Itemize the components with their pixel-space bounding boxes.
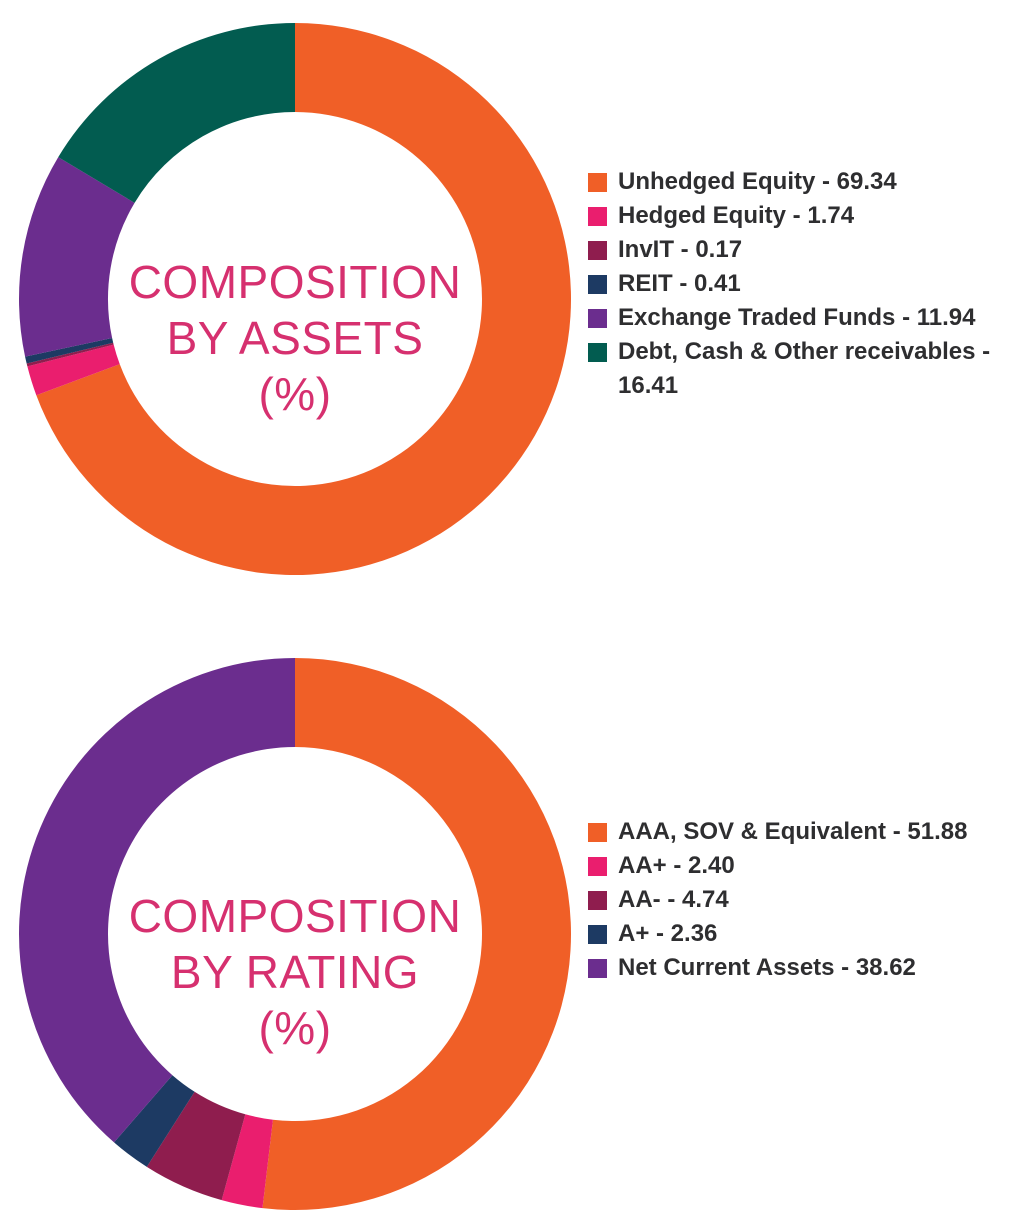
- rating-title-line-2: BY RATING: [170, 946, 420, 998]
- legend-item-a: A+ - 2.36: [588, 917, 1013, 951]
- assets-title-line-2: BY ASSETS: [166, 312, 424, 364]
- legend-item-debt-cash-and-other-receivables: Debt, Cash & Other receivables - 16.41: [588, 335, 1013, 403]
- legend-item-net-current-assets: Net Current Assets - 38.62: [588, 951, 1013, 985]
- assets-center-title: COMPOSITION BY ASSETS (%): [110, 254, 480, 422]
- legend-label: AAA, SOV & Equivalent - 51.88: [618, 818, 968, 845]
- assets-donut: [18, 23, 572, 575]
- legend-swatch: [588, 309, 607, 328]
- slice-unhedged-equity: [36, 23, 572, 575]
- legend-label: A+ - 2.36: [618, 920, 718, 947]
- legend-item-aa: AA- - 4.74: [588, 883, 1013, 917]
- composition-by-assets-chart: COMPOSITION BY ASSETS (%) Unhedged Equit…: [0, 0, 1019, 600]
- slice-debt-cash-and-other-receivables: [58, 23, 295, 203]
- legend-label: REIT - 0.41: [618, 270, 741, 297]
- legend-item-reit: REIT - 0.41: [588, 267, 1013, 301]
- slice-net-current-assets: [18, 658, 295, 1143]
- legend-swatch: [588, 173, 607, 192]
- assets-title-line-1: COMPOSITION: [128, 256, 462, 308]
- rating-donut: [18, 658, 572, 1210]
- rating-title-line-3: (%): [258, 1002, 332, 1054]
- legend-label: Hedged Equity - 1.74: [618, 202, 855, 229]
- slice-invit: [26, 342, 114, 367]
- legend-item-aaa-sov-and-equivalent: AAA, SOV & Equivalent - 51.88: [588, 815, 1013, 849]
- rating-legend: AAA, SOV & Equivalent - 51.88 AA+ - 2.40 A…: [588, 815, 1013, 985]
- legend-label: AA- - 4.74: [618, 886, 729, 913]
- legend-label: InvIT - 0.17: [618, 236, 743, 263]
- composition-by-rating-chart: COMPOSITION BY RATING (%) AAA, SOV & Equ…: [0, 640, 1019, 1227]
- legend-swatch: [588, 959, 607, 978]
- legend-label: Debt, Cash & Other receivables - 16.41: [618, 338, 991, 399]
- legend-swatch: [588, 275, 607, 294]
- assets-title-line-3: (%): [258, 368, 332, 420]
- legend-item-exchange-traded-funds: Exchange Traded Funds - 11.94: [588, 301, 1013, 335]
- legend-label: Exchange Traded Funds - 11.94: [618, 304, 976, 331]
- legend-swatch: [588, 891, 607, 910]
- legend-item-unhedged-equity: Unhedged Equity - 69.34: [588, 165, 1013, 199]
- slice-aa: [221, 1114, 273, 1209]
- slice-a: [114, 1075, 195, 1167]
- legend-swatch: [588, 823, 607, 842]
- legend-item-aa: AA+ - 2.40: [588, 849, 1013, 883]
- slice-aaa-sov-and-equivalent: [262, 658, 572, 1210]
- legend-swatch: [588, 241, 607, 260]
- legend-label: AA+ - 2.40: [618, 852, 735, 879]
- assets-legend: Unhedged Equity - 69.34 Hedged Equity - 1…: [588, 165, 1013, 403]
- legend-item-hedged-equity: Hedged Equity - 1.74: [588, 199, 1013, 233]
- legend-swatch: [588, 343, 607, 362]
- rating-title-line-1: COMPOSITION: [128, 890, 462, 942]
- legend-swatch: [588, 857, 607, 876]
- slice-reit: [25, 338, 114, 364]
- slice-exchange-traded-funds: [18, 157, 135, 357]
- legend-label: Net Current Assets - 38.62: [618, 954, 916, 981]
- slice-aa: [146, 1091, 246, 1201]
- legend-label: Unhedged Equity - 69.34: [618, 168, 897, 195]
- slice-hedged-equity: [27, 344, 120, 396]
- legend-swatch: [588, 207, 607, 226]
- rating-center-title: COMPOSITION BY RATING (%): [110, 888, 480, 1056]
- legend-swatch: [588, 925, 607, 944]
- legend-item-invit: InvIT - 0.17: [588, 233, 1013, 267]
